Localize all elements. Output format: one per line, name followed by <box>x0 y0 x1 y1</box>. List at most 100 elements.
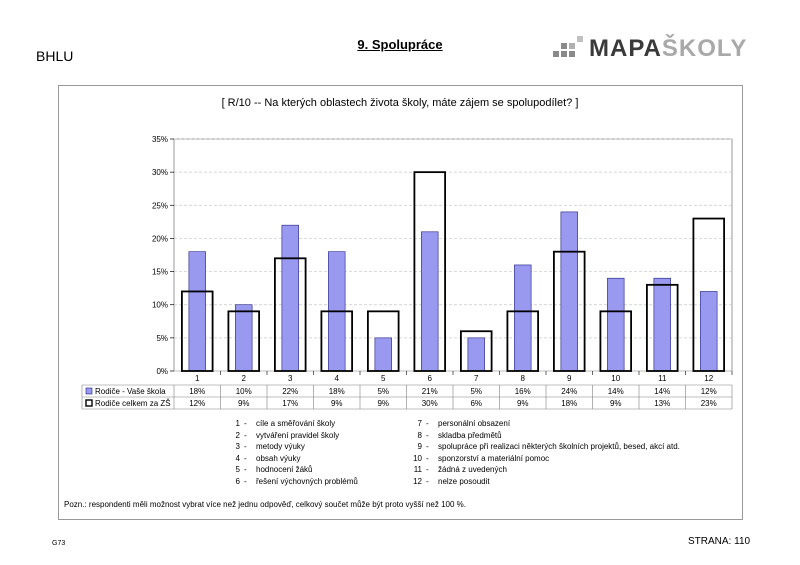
data-label-vase-skola: 5% <box>470 387 482 396</box>
y-tick-label: 25% <box>152 201 168 210</box>
y-tick-label: 15% <box>152 268 168 277</box>
bar-chart: 0%5%10%15%20%25%30%35%1 2 3 4 5 6 7 8 9 10 11 12Rod… <box>81 135 733 410</box>
y-tick-label: 0% <box>156 367 168 376</box>
data-label-celkem-zs: 9% <box>610 399 622 408</box>
data-label-vase-skola: 22% <box>282 387 298 396</box>
y-tick-label: 35% <box>152 135 168 144</box>
section-title: 9. Spolupráce <box>357 37 443 52</box>
code-text: metody výuky <box>256 442 305 451</box>
y-tick-label: 5% <box>156 334 168 343</box>
code-dash: - <box>244 419 247 428</box>
code-text: sponzorství a materiální pomoc <box>438 453 550 463</box>
category-code-legend: 1- cíle a směřování školy 2- vytváření prav… <box>222 418 742 488</box>
legend-label-vase-skola: Rodiče - Vaše škola <box>95 387 166 396</box>
code-dash: - <box>426 442 429 451</box>
code-dash: - <box>244 465 247 474</box>
data-label-vase-skola: 21% <box>422 387 438 396</box>
logo-squares-icon <box>553 36 583 62</box>
code-number: 1 <box>235 419 240 428</box>
code-dash: - <box>426 430 429 440</box>
code-dash: - <box>426 419 429 428</box>
bar-vase-skola <box>188 251 206 372</box>
code-number: 11 <box>413 465 422 474</box>
bar-celkem-zs <box>320 310 353 372</box>
bar-vase-skola <box>607 277 625 372</box>
code-text: cíle a směřování školy <box>256 419 336 428</box>
legend-label-celkem-zs: Rodiče celkem za ZŠ <box>95 399 171 408</box>
code-dash: - <box>244 453 247 463</box>
data-label-celkem-zs: 9% <box>238 399 250 408</box>
code-text: personální obsazení <box>438 419 511 428</box>
bar-celkem-zs <box>553 250 586 372</box>
data-label-vase-skola: 18% <box>189 387 205 396</box>
code-number: 2 <box>235 430 240 440</box>
bar-vase-skola <box>653 277 671 372</box>
bar-celkem-zs <box>506 310 539 372</box>
school-code: BHLU <box>36 48 74 64</box>
y-tick-label: 30% <box>152 168 168 177</box>
x-tick-label: 6 <box>428 374 433 383</box>
code-dash: - <box>426 453 429 463</box>
data-label-vase-skola: 14% <box>608 387 624 396</box>
x-tick-label: 2 <box>242 374 247 383</box>
data-label-vase-skola: 18% <box>329 387 345 396</box>
data-label-celkem-zs: 9% <box>331 399 343 408</box>
code-text: nelze posoudit <box>438 476 490 486</box>
code-text: řešení výchovných problémů <box>256 476 358 486</box>
bar-vase-skola <box>421 231 439 372</box>
bar-celkem-zs <box>413 171 446 372</box>
x-tick-label: 8 <box>521 374 526 383</box>
bar-celkem-zs <box>227 310 260 372</box>
logo-wordmark: MAPAŠKOLY <box>589 35 748 62</box>
code-dash: - <box>244 430 247 440</box>
bar-celkem-zs <box>692 217 725 372</box>
x-tick-label: 1 <box>195 374 200 383</box>
code-text: žádná z uvedených <box>438 465 507 474</box>
bar-celkem-zs <box>646 283 679 372</box>
code-dash: - <box>244 476 247 486</box>
x-tick-label: 11 <box>658 374 667 383</box>
code-dash: - <box>244 442 247 451</box>
data-label-vase-skola: 16% <box>515 387 531 396</box>
code-text: spolupráce při realizaci některých školn… <box>438 442 680 451</box>
bar-vase-skola <box>374 337 392 372</box>
data-label-celkem-zs: 12% <box>189 399 205 408</box>
bar-vase-skola <box>700 291 718 372</box>
y-tick-label: 10% <box>152 301 168 310</box>
data-label-celkem-zs: 30% <box>422 399 438 408</box>
bar-celkem-zs <box>599 310 632 372</box>
plot-area <box>173 138 733 372</box>
x-tick-label: 12 <box>704 374 713 383</box>
x-tick-label: 4 <box>335 374 340 383</box>
data-label-celkem-zs: 13% <box>654 399 670 408</box>
bar-vase-skola <box>514 264 532 372</box>
bar-celkem-zs <box>367 310 400 372</box>
code-number: 4 <box>235 453 240 463</box>
bar-celkem-zs <box>181 290 214 372</box>
footnote: Pozn.: respondenti měli možnost vybrat v… <box>64 500 467 509</box>
x-tick-label: 5 <box>381 374 386 383</box>
chart-title: [ R/10 -- Na kterých oblastech života šk… <box>221 97 579 109</box>
x-tick-label: 7 <box>474 374 479 383</box>
code-number: 12 <box>413 476 422 486</box>
y-tick-label: 20% <box>152 234 168 243</box>
code-dash: - <box>426 476 429 486</box>
legend-key-vase-skola <box>85 387 93 395</box>
code-number: 5 <box>235 465 240 474</box>
data-label-celkem-zs: 9% <box>517 399 529 408</box>
data-label-vase-skola: 10% <box>236 387 252 396</box>
data-label-vase-skola: 24% <box>561 387 577 396</box>
code-number: 6 <box>235 476 240 486</box>
data-label-celkem-zs: 17% <box>282 399 298 408</box>
mapa-skoly-logo: MAPAŠKOLY <box>553 36 746 62</box>
x-tick-label: 9 <box>567 374 572 383</box>
bar-vase-skola <box>467 337 485 372</box>
data-label-vase-skola: 5% <box>377 387 389 396</box>
code-number: 8 <box>417 430 422 440</box>
bar-vase-skola <box>235 304 253 372</box>
code-text: skladba předmětů <box>438 430 502 440</box>
chart-frame <box>58 85 743 520</box>
code-number: 3 <box>235 442 240 451</box>
bar-celkem-zs <box>460 330 493 372</box>
code-number: 7 <box>417 419 422 428</box>
